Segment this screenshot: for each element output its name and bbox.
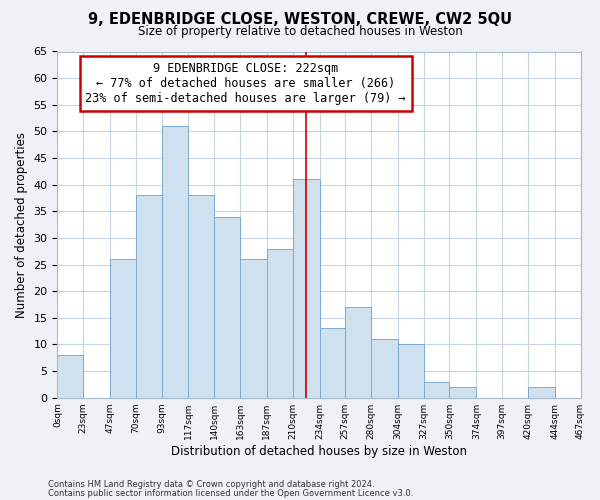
Bar (110, 259, 136, 398)
Bar (449, 387, 476, 398)
Bar (188, 196, 214, 398)
Text: Contains public sector information licensed under the Open Government Licence v3: Contains public sector information licen… (48, 488, 413, 498)
X-axis label: Distribution of detached houses by size in Weston: Distribution of detached houses by size … (171, 444, 467, 458)
Bar (345, 307, 371, 398)
Bar (58, 355, 83, 398)
Bar (528, 387, 555, 398)
Text: 9 EDENBRIDGE CLOSE: 222sqm
← 77% of detached houses are smaller (266)
23% of sem: 9 EDENBRIDGE CLOSE: 222sqm ← 77% of deta… (85, 62, 406, 105)
Y-axis label: Number of detached properties: Number of detached properties (15, 132, 28, 318)
Bar (320, 328, 345, 398)
Bar (240, 259, 267, 398)
Bar (398, 344, 424, 398)
Bar (293, 180, 320, 398)
Bar (424, 382, 449, 398)
Bar (136, 196, 161, 398)
Text: 9, EDENBRIDGE CLOSE, WESTON, CREWE, CW2 5QU: 9, EDENBRIDGE CLOSE, WESTON, CREWE, CW2 … (88, 12, 512, 28)
Text: Contains HM Land Registry data © Crown copyright and database right 2024.: Contains HM Land Registry data © Crown c… (48, 480, 374, 489)
Bar (214, 216, 240, 398)
Text: Size of property relative to detached houses in Weston: Size of property relative to detached ho… (137, 25, 463, 38)
Bar (371, 339, 398, 398)
Bar (161, 126, 188, 398)
Bar (267, 248, 293, 398)
